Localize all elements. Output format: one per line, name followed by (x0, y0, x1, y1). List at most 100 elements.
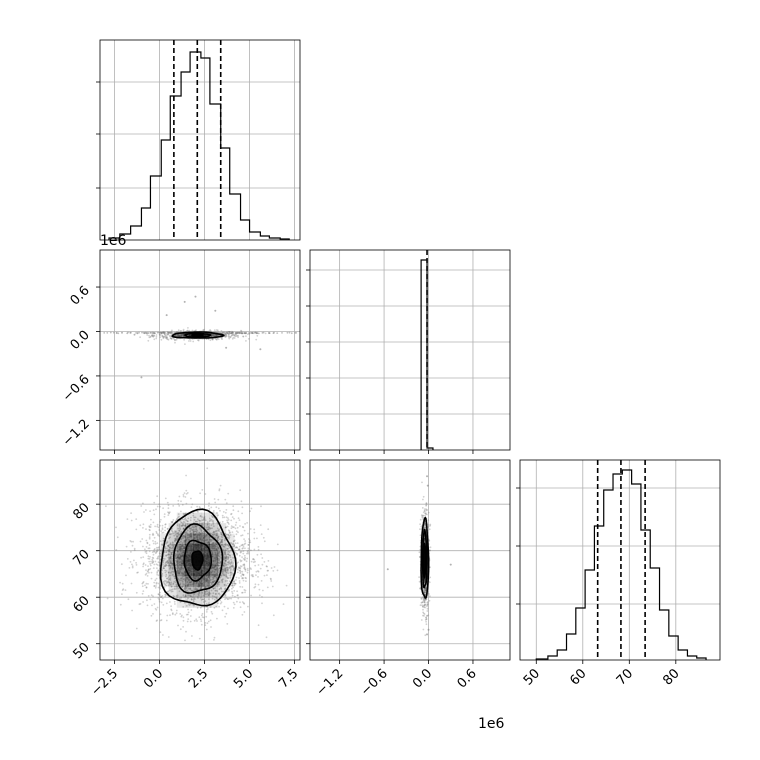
scatter-point (167, 549, 170, 552)
scatter-point (244, 547, 246, 550)
scatter-point (179, 544, 181, 546)
scatter-point (155, 550, 158, 553)
scatter-point (423, 615, 425, 617)
scatter-point (423, 604, 426, 607)
scatter-point (428, 528, 431, 531)
scatter-point (169, 566, 172, 568)
scatter-point (193, 526, 196, 529)
scatter-point (224, 615, 227, 618)
scatter-point (175, 612, 178, 615)
scatter-point (236, 526, 239, 529)
scatter-point (216, 617, 218, 620)
scatter-point (190, 528, 192, 530)
scatter-point (216, 539, 219, 542)
scatter-point (202, 532, 204, 535)
scatter-point (182, 523, 184, 526)
scatter-point (191, 529, 194, 531)
scatter-point (423, 591, 426, 594)
scatter-point (159, 518, 162, 521)
scatter-panel-p0-p1-frame (99, 249, 301, 451)
scatter-panel-p1-p2 (310, 460, 510, 660)
density-cell (172, 334, 178, 336)
scatter-point (171, 563, 174, 565)
scatter-point (182, 527, 185, 530)
scatter-point (164, 336, 167, 339)
scatter-point (176, 334, 179, 337)
scatter-point (130, 512, 133, 514)
scatter-point (162, 335, 164, 338)
scatter-point (191, 596, 194, 599)
scatter-point (190, 527, 193, 529)
scatter-point (421, 507, 424, 509)
scatter-point (179, 548, 182, 551)
scatter-point (179, 520, 182, 522)
scatter-point (201, 583, 204, 586)
scatter-point (157, 597, 160, 599)
scatter-point (213, 580, 216, 583)
scatter-point (236, 594, 239, 597)
scatter-point (178, 590, 181, 593)
scatter-point (164, 548, 167, 550)
scatter-point (180, 568, 182, 571)
scatter-point (228, 545, 231, 548)
scatter-point (269, 577, 272, 580)
scatter-point (178, 548, 181, 551)
scatter-point (182, 537, 185, 539)
scatter-point (185, 474, 188, 477)
scatter-point (145, 546, 148, 548)
scatter-point (427, 523, 430, 526)
scatter-point (169, 577, 172, 579)
scatter-point (171, 612, 174, 615)
scatter-point (216, 338, 218, 340)
scatter-point (158, 503, 161, 506)
scatter-point (192, 600, 195, 603)
scatter-point (235, 335, 238, 337)
scatter-point (226, 572, 228, 574)
scatter-point (181, 562, 184, 565)
scatter-point (215, 532, 218, 535)
scatter-point (190, 589, 193, 592)
scatter-point (186, 532, 188, 535)
scatter-point (203, 536, 206, 539)
scatter-point (189, 588, 192, 591)
scatter-point (135, 528, 138, 531)
scatter-point (174, 339, 176, 342)
scatter-point (181, 586, 184, 588)
scatter-point (209, 527, 212, 530)
scatter-point (167, 338, 170, 341)
scatter-point (164, 571, 167, 574)
scatter-point (181, 525, 183, 527)
scatter-point (213, 580, 216, 582)
scatter-point (185, 493, 188, 495)
scatter-point (420, 619, 423, 621)
scatter-point (227, 529, 230, 532)
scatter-point (206, 467, 209, 470)
scatter-point (142, 565, 145, 568)
scatter-point (227, 572, 230, 575)
scatter-point (182, 494, 185, 496)
scatter-point (193, 575, 196, 578)
scatter-point (178, 546, 181, 549)
scatter-point (159, 619, 162, 622)
scatter-point (162, 567, 165, 570)
scatter-point (228, 561, 231, 564)
scatter-point (196, 538, 199, 541)
scatter-point (272, 614, 275, 617)
scatter-point (161, 569, 163, 572)
scatter-point (257, 570, 259, 572)
scatter-point (233, 337, 236, 339)
scatter-point (180, 334, 183, 337)
scatter-point (196, 524, 199, 527)
scatter-point (189, 595, 192, 598)
scatter-point (240, 329, 242, 332)
scatter-point (182, 626, 185, 628)
scatter-point (182, 554, 184, 557)
scatter-point (172, 544, 175, 546)
scatter-point (206, 590, 208, 593)
scatter-point (193, 593, 196, 595)
scatter-point (225, 544, 227, 547)
scatter-point (217, 547, 220, 550)
scatter-point (205, 615, 208, 618)
scatter-point (239, 559, 242, 561)
scatter-point (218, 581, 220, 583)
